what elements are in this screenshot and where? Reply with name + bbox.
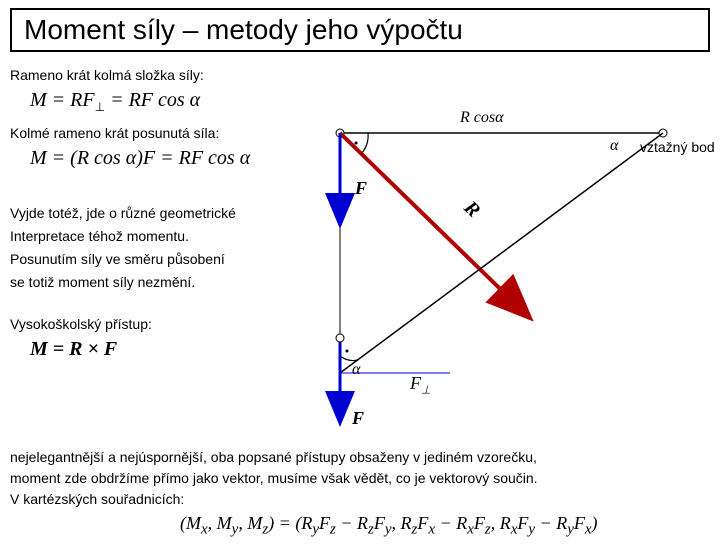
footer-line2: moment zde obdržíme přímo jako vektor, m… [10,469,710,488]
label-alpha-top: α [610,137,618,155]
label-f-upper: F [355,178,367,199]
interp-line1: Vyjde totéž, jde o různé geometrické [10,204,300,223]
section2-label: Kolmé rameno krát posunutá síla: [10,125,300,141]
section1-label: Rameno krát kolmá složka síly: [10,67,300,83]
vector-diagram: R cosα α vztažný bod F R α F⊥ F [300,103,710,433]
formula2: M = (R cos α)F = RF cos α [30,147,310,170]
footer-line1: nejelegantnější a nejúspornější, oba pop… [10,448,710,467]
section4-label: Vysokoškolský přístup: [10,316,300,332]
formula1: M = RF⊥ = RF cos α [30,89,310,115]
label-rcosa: R cosα [460,109,504,127]
page-title: Moment síly – metody jeho výpočtu [10,8,710,52]
label-fperp: F⊥ [410,373,431,397]
interp-line2: Interpretace téhož momentu. [10,227,300,246]
interp-line3: Posunutím síly ve směru působení [10,250,300,269]
footer-line3: V kartézských souřadnicích: [10,490,710,509]
label-refpoint: vztažný bod [640,139,715,155]
label-f-lower: F [352,408,364,429]
label-alpha-bottom: α [352,361,360,379]
interp-line4: se totiž moment síly nezmění. [10,273,300,292]
formula4: M = R × F [30,338,310,361]
footer-formula: (Mx, My, Mz) = (RyFz − RzFy, RzFx − RxFz… [180,513,710,539]
